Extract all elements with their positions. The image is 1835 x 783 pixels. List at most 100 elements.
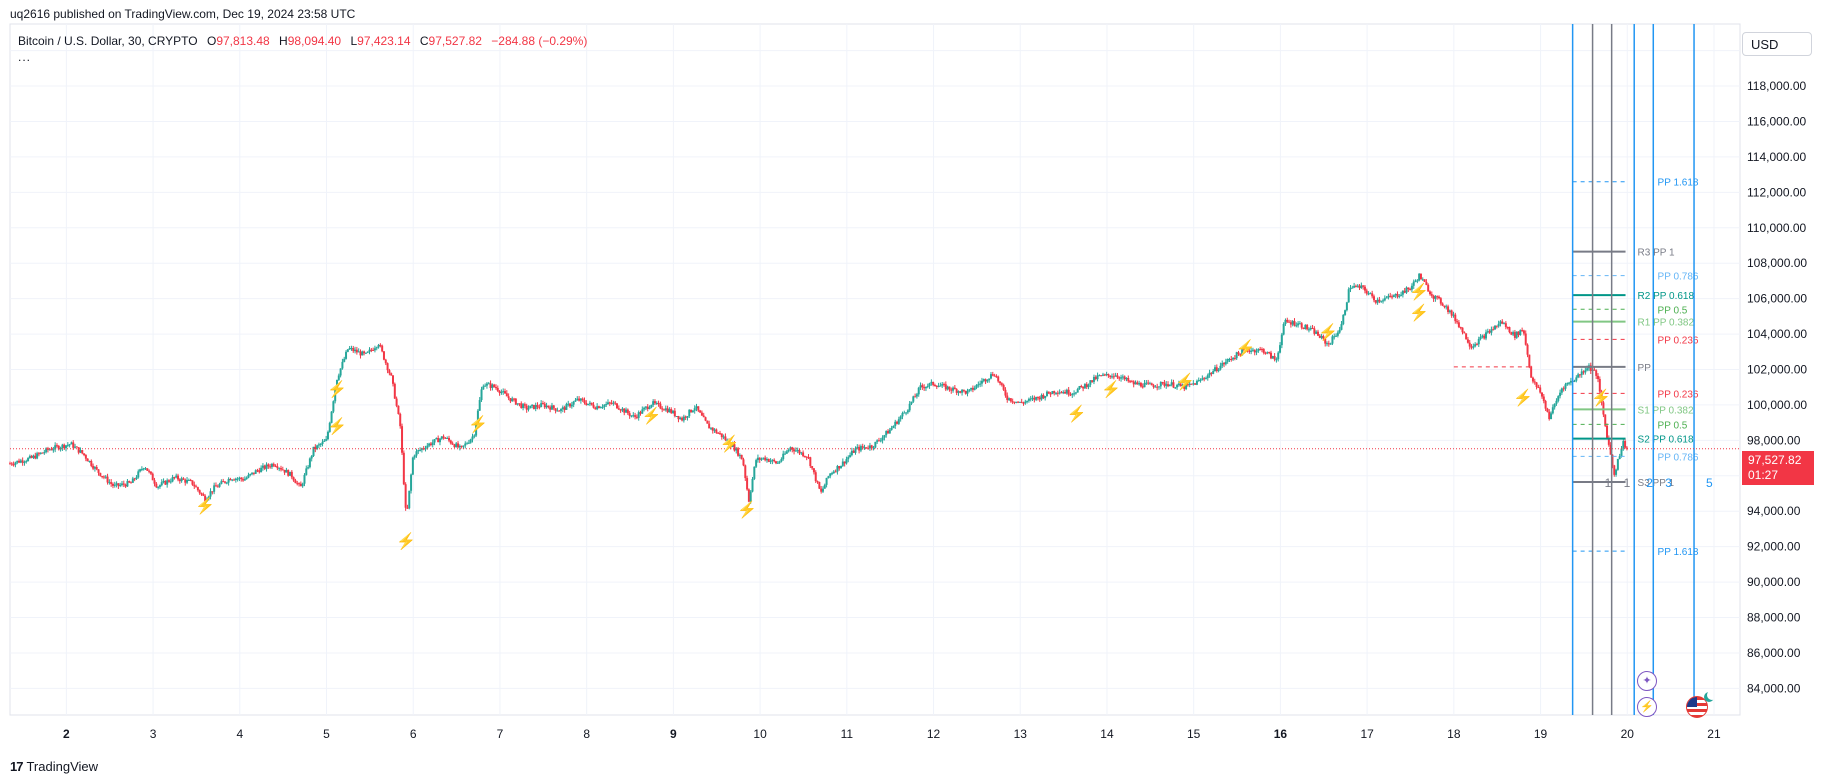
candle-body xyxy=(1152,385,1155,388)
brand-name[interactable]: TradingView xyxy=(26,759,99,774)
candle-body xyxy=(32,455,35,458)
candle-body xyxy=(798,450,801,454)
candle-body xyxy=(79,450,82,453)
candle-body xyxy=(92,465,95,469)
candle-body xyxy=(1616,459,1619,470)
current-price-tag: 97,527.82 01:27 xyxy=(1742,451,1814,485)
candle-body xyxy=(218,483,221,487)
candle-body xyxy=(688,409,691,417)
candle-body xyxy=(708,423,711,429)
fib-time-zone-label: 1 xyxy=(1605,476,1612,490)
candle-body xyxy=(424,448,427,450)
candle-body xyxy=(1624,441,1627,448)
candle-body xyxy=(901,413,904,417)
candle-body xyxy=(896,421,899,424)
candle-body xyxy=(1165,384,1168,386)
candle-body xyxy=(279,468,282,470)
candle-body xyxy=(419,449,422,451)
candle-body xyxy=(328,422,331,432)
currency-selector[interactable]: USD xyxy=(1742,32,1812,56)
candle-body xyxy=(1018,401,1021,403)
candle-body xyxy=(50,449,53,451)
candle-body xyxy=(742,459,745,466)
candle-body xyxy=(27,458,30,462)
candle-body xyxy=(650,404,653,408)
candle-body xyxy=(169,481,172,483)
symbol-name[interactable]: Bitcoin / U.S. Dollar, 30, CRYPTO xyxy=(18,34,198,48)
candle-body xyxy=(1112,376,1115,378)
candle-body xyxy=(1109,375,1112,378)
candle-body xyxy=(558,410,561,412)
pivot-label: S1 PP 0.382 xyxy=(1638,405,1694,416)
lightning-icon: ⚡ xyxy=(195,496,215,515)
candle-body xyxy=(892,425,895,428)
candle-body xyxy=(1331,336,1334,344)
candle-body xyxy=(1208,372,1211,376)
candle-body xyxy=(1367,293,1370,295)
candle-body xyxy=(733,444,736,451)
candle-body xyxy=(1233,357,1236,359)
y-tick-label: 116,000.00 xyxy=(1747,114,1806,128)
candle-body xyxy=(793,449,796,452)
candle-body xyxy=(1036,396,1039,398)
open-label: O xyxy=(206,34,217,48)
candle-body xyxy=(234,478,237,481)
candle-body xyxy=(565,404,568,410)
candle-body xyxy=(753,466,756,479)
y-tick-label: 84,000.00 xyxy=(1747,681,1801,695)
candle-body xyxy=(1595,370,1598,376)
candle-body xyxy=(1138,383,1141,385)
candle-body xyxy=(639,412,642,414)
candle-body xyxy=(438,438,441,443)
candle-body xyxy=(1477,339,1480,345)
candle-body xyxy=(1049,393,1052,395)
sparkle-icon[interactable]: ✦ xyxy=(1637,671,1657,691)
candle-body xyxy=(1002,384,1005,390)
candle-body xyxy=(151,473,154,481)
candle-body xyxy=(820,488,823,492)
candle-body xyxy=(285,469,288,473)
candle-body xyxy=(1400,294,1403,296)
candle-body xyxy=(115,483,118,485)
lightning-icon[interactable]: ⚡ xyxy=(1637,697,1657,717)
candle-body xyxy=(395,398,398,406)
candle-body xyxy=(989,374,992,379)
candle-body xyxy=(1174,387,1177,389)
candle-body xyxy=(1577,374,1580,378)
lightning-icon: ⚡ xyxy=(642,406,662,425)
flag-us-icon[interactable] xyxy=(1686,696,1708,718)
candle-body xyxy=(1221,363,1224,366)
candle-body xyxy=(1132,381,1135,385)
candle-body xyxy=(755,460,758,467)
candle-body xyxy=(500,392,503,394)
fib-time-zone-label: 3 xyxy=(1665,476,1672,490)
candle-body xyxy=(1391,296,1394,298)
candle-body xyxy=(119,484,122,486)
candle-body xyxy=(749,491,752,502)
candle-body xyxy=(1232,357,1235,360)
candle-body xyxy=(25,461,28,463)
candle-body xyxy=(74,446,77,448)
candle-body xyxy=(95,467,98,470)
candle-body xyxy=(198,490,201,494)
candle-body xyxy=(83,453,86,456)
candle-body xyxy=(984,379,987,382)
candle-body xyxy=(973,387,976,390)
more-indicators-button[interactable]: ... xyxy=(18,50,32,64)
candle-body xyxy=(1156,386,1159,388)
candle-body xyxy=(471,436,474,440)
tradingview-logo-icon[interactable]: 17 xyxy=(10,759,24,774)
candle-body xyxy=(971,387,974,390)
candle-body xyxy=(252,472,255,474)
candle-body xyxy=(294,480,297,484)
candle-body xyxy=(77,447,80,453)
candle-body xyxy=(1145,382,1148,384)
candle-body xyxy=(1255,351,1258,353)
candle-body xyxy=(894,421,897,426)
candle-body xyxy=(729,444,732,447)
candle-body xyxy=(975,384,978,388)
candle-body xyxy=(1578,374,1581,376)
candle-body xyxy=(717,432,720,434)
candle-body xyxy=(652,401,655,405)
